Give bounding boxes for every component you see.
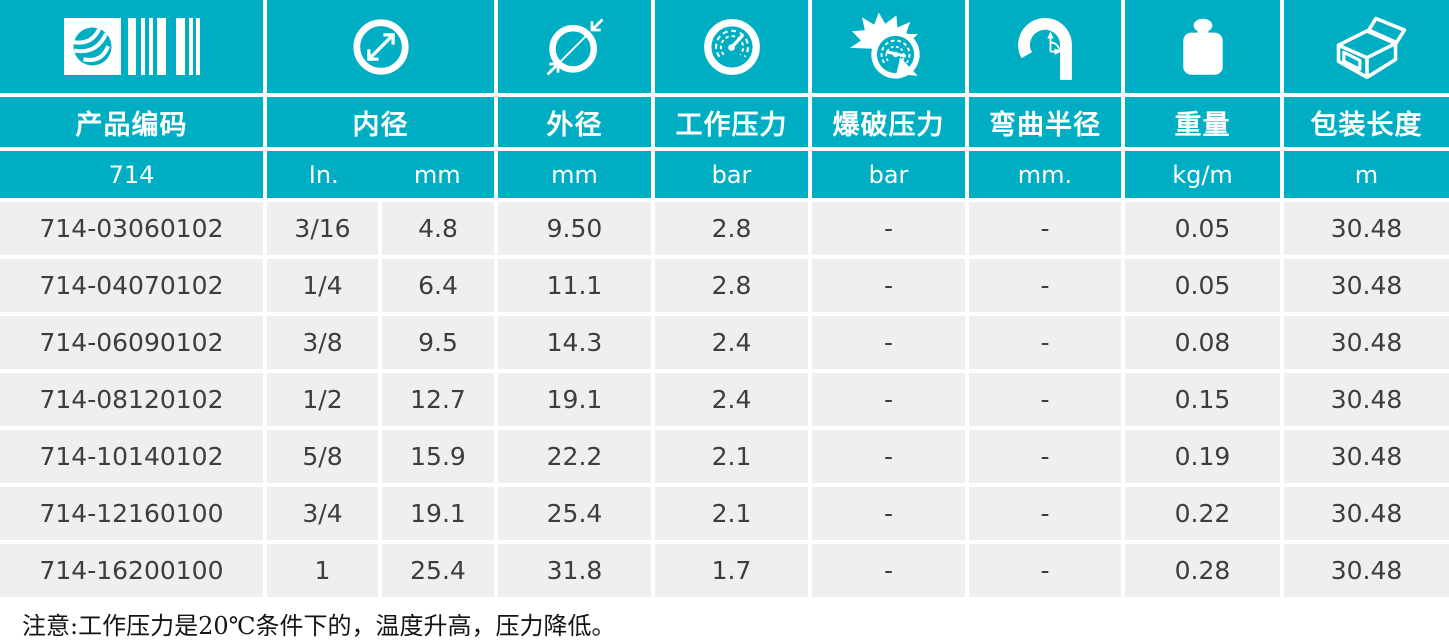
cell-outer-diameter: 9.50: [498, 202, 651, 255]
cell-working-pressure: 2.8: [655, 259, 808, 312]
cell-inner-diameter-mm: 6.4: [382, 259, 494, 312]
cell-inner-diameter-in: 1/4: [267, 259, 378, 312]
outer-diameter-icon: [546, 18, 603, 75]
cell-package-length: 30.48: [1284, 259, 1449, 312]
cell-burst-pressure: -: [812, 487, 965, 540]
bend-radius-icon: [1018, 17, 1072, 80]
weight-icon: [1182, 18, 1223, 75]
cell-weight: 0.15: [1125, 373, 1280, 426]
cell-burst-pressure: -: [812, 544, 965, 597]
cell-package-length: 30.48: [1284, 544, 1449, 597]
cell-inner-diameter-mm: 19.1: [382, 487, 494, 540]
column-header-product-code: 产品编码: [0, 97, 263, 147]
column-header-bend-radius: 弯曲半径: [969, 97, 1121, 147]
cell-product-code: 714-12160100: [0, 487, 263, 540]
cell-weight: 0.28: [1125, 544, 1280, 597]
cell-outer-diameter: 14.3: [498, 316, 651, 369]
cell-inner-diameter-mm: 25.4: [382, 544, 494, 597]
cell-package-length: 30.48: [1284, 487, 1449, 540]
cell-working-pressure: 2.8: [655, 202, 808, 255]
cell-outer-diameter: 31.8: [498, 544, 651, 597]
barcode-icon: [63, 17, 200, 75]
column-header-outer-diameter: 外径: [498, 97, 651, 147]
cell-bend-radius: -: [969, 373, 1121, 426]
cell-inner-diameter-in: 3/4: [267, 487, 378, 540]
cell-product-code: 714-08120102: [0, 373, 263, 426]
cell-bend-radius: -: [969, 487, 1121, 540]
cell-inner-diameter-mm: 15.9: [382, 430, 494, 483]
cell-package-length: 30.48: [1284, 430, 1449, 483]
cell-product-code: 714-16200100: [0, 544, 263, 597]
cell-working-pressure: 2.4: [655, 373, 808, 426]
unit-burst-pressure: bar: [812, 151, 965, 198]
package-length-icon-cell: [1284, 0, 1449, 93]
cell-outer-diameter: 22.2: [498, 430, 651, 483]
cell-working-pressure: 2.1: [655, 430, 808, 483]
unit-mm-label: mm: [413, 160, 461, 189]
cell-inner-diameter-in: 3/8: [267, 316, 378, 369]
unit-working-pressure: bar: [655, 151, 808, 198]
weight-icon-cell: [1125, 0, 1280, 93]
cell-inner-diameter-in: 1/2: [267, 373, 378, 426]
cell-product-code: 714-06090102: [0, 316, 263, 369]
cell-bend-radius: -: [969, 316, 1121, 369]
unit-weight: kg/m: [1125, 151, 1280, 198]
bend-radius-icon-cell: [969, 0, 1121, 93]
cell-inner-diameter-mm: 4.8: [382, 202, 494, 255]
cell-inner-diameter-mm: 9.5: [382, 316, 494, 369]
inner-diameter-icon-cell: [267, 0, 494, 93]
cell-package-length: 30.48: [1284, 316, 1449, 369]
cell-burst-pressure: -: [812, 259, 965, 312]
cell-product-code: 714-03060102: [0, 202, 263, 255]
cell-outer-diameter: 19.1: [498, 373, 651, 426]
cell-inner-diameter-in: 1: [267, 544, 378, 597]
unit-inches-label: In.: [308, 160, 339, 189]
cell-product-code: 714-10140102: [0, 430, 263, 483]
cell-inner-diameter-in: 3/16: [267, 202, 378, 255]
product-spec-table: 产品编码 内径 外径 工作压力 爆破压力 弯曲半径 重量 包装长度 714 In…: [0, 0, 1449, 597]
unit-inner-diameter: In. mm: [267, 151, 494, 198]
burst-pressure-icon-cell: [812, 0, 965, 93]
cell-bend-radius: -: [969, 202, 1121, 255]
cell-weight: 0.19: [1125, 430, 1280, 483]
cell-weight: 0.05: [1125, 202, 1280, 255]
cell-weight: 0.05: [1125, 259, 1280, 312]
inner-diameter-icon: [352, 18, 409, 75]
column-header-working-pressure: 工作压力: [655, 97, 808, 147]
cell-working-pressure: 2.1: [655, 487, 808, 540]
unit-outer-diameter: mm: [498, 151, 651, 198]
cell-product-code: 714-04070102: [0, 259, 263, 312]
cell-burst-pressure: -: [812, 316, 965, 369]
cell-working-pressure: 2.4: [655, 316, 808, 369]
footnote: 注意:工作压力是20℃条件下的，温度升高，压力降低。: [22, 612, 616, 640]
unit-package-length: m: [1284, 151, 1449, 198]
cell-weight: 0.08: [1125, 316, 1280, 369]
cell-bend-radius: -: [969, 544, 1121, 597]
outer-diameter-icon-cell: [498, 0, 651, 93]
cell-weight: 0.22: [1125, 487, 1280, 540]
working-pressure-gauge-icon: [703, 18, 760, 75]
column-header-weight: 重量: [1125, 97, 1280, 147]
package-box-icon: [1336, 16, 1406, 79]
cell-working-pressure: 1.7: [655, 544, 808, 597]
cell-inner-diameter-in: 5/8: [267, 430, 378, 483]
series-number: 714: [0, 151, 263, 198]
unit-bend-radius: mm.: [969, 151, 1121, 198]
cell-inner-diameter-mm: 12.7: [382, 373, 494, 426]
column-header-inner-diameter: 内径: [267, 97, 494, 147]
working-pressure-icon-cell: [655, 0, 808, 93]
cell-package-length: 30.48: [1284, 202, 1449, 255]
cell-outer-diameter: 11.1: [498, 259, 651, 312]
burst-pressure-explosion-gauge-icon: [849, 12, 920, 79]
column-header-package-length: 包装长度: [1284, 97, 1449, 147]
cell-bend-radius: -: [969, 430, 1121, 483]
cell-package-length: 30.48: [1284, 373, 1449, 426]
cell-bend-radius: -: [969, 259, 1121, 312]
product-code-icon-cell: [0, 0, 263, 93]
cell-outer-diameter: 25.4: [498, 487, 651, 540]
column-header-burst-pressure: 爆破压力: [812, 97, 965, 147]
cell-burst-pressure: -: [812, 373, 965, 426]
cell-burst-pressure: -: [812, 430, 965, 483]
cell-burst-pressure: -: [812, 202, 965, 255]
